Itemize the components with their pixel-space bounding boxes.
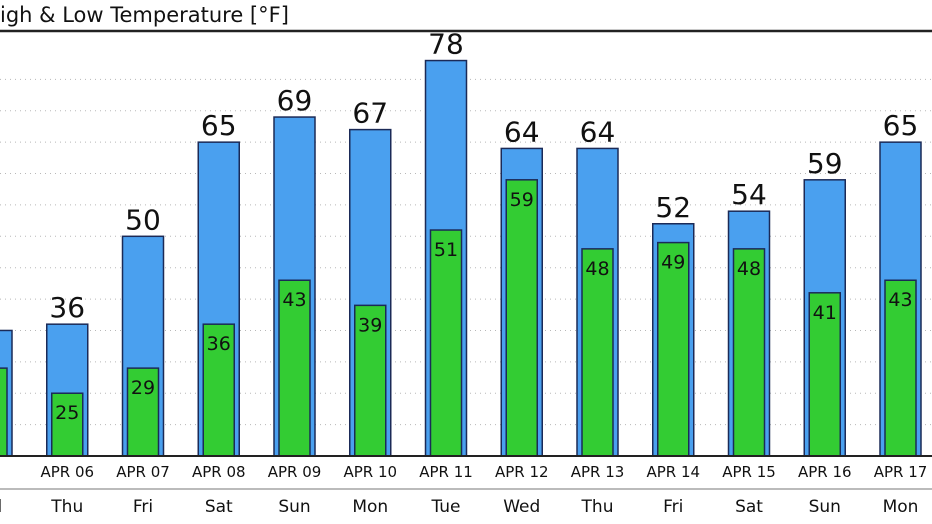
labels: 59 05 ed 36 25 APR 06 Thu 50 29 APR 07 Fri 65 36 APR …: [0, 28, 927, 517]
date-tick-label: 05: [0, 463, 1, 481]
low-value-label: 39: [358, 314, 382, 336]
low-bar: [429, 229, 463, 457]
low-bar: [0, 367, 8, 457]
low-value-label: 43: [282, 289, 306, 311]
weekday-tick-label: Thu: [581, 497, 614, 517]
weekday-tick-label: Mon: [883, 497, 919, 517]
high-value-label: 64: [580, 115, 616, 148]
date-tick-label: APR 14: [646, 463, 700, 481]
low-bar: [657, 241, 690, 457]
date-tick-label: APR 11: [419, 463, 473, 481]
weekday-tick-label: Wed: [503, 497, 540, 517]
weekday-tick-label: Mon: [352, 497, 388, 517]
weekday-tick-label: Sun: [278, 497, 310, 517]
high-value-label: 65: [201, 109, 237, 142]
low-value-label: 29: [131, 377, 155, 399]
date-tick-label: APR 10: [343, 463, 397, 481]
chart-title: igh & Low Temperature [°F]: [0, 3, 289, 27]
low-value-label: 41: [813, 302, 837, 324]
high-value-label: 52: [655, 191, 691, 224]
low-bar: [581, 248, 614, 457]
weekday-tick-label: Fri: [133, 497, 153, 517]
low-bar: [278, 279, 311, 457]
low-value-label: 25: [55, 402, 79, 424]
weekday-tick-label: Sun: [809, 497, 841, 517]
weekday-tick-label: Sat: [205, 497, 233, 517]
low-bar: [505, 179, 538, 457]
date-tick-label: APR 17: [874, 463, 928, 481]
low-value-label: 49: [661, 252, 685, 274]
date-tick-label: APR 07: [116, 463, 170, 481]
low-bar: [732, 248, 766, 457]
low-value-label: 48: [737, 258, 761, 280]
low-value-label: 48: [585, 258, 609, 280]
high-value-label: 64: [504, 115, 540, 148]
high-value-label: 59: [807, 147, 843, 180]
high-value-label: 50: [125, 203, 161, 236]
high-value-label: 36: [49, 291, 85, 324]
low-value-label: 43: [888, 289, 912, 311]
date-tick-label: APR 13: [571, 463, 625, 481]
low-value-label: 59: [510, 189, 534, 211]
high-value-label: 65: [883, 109, 919, 142]
date-tick-label: APR 15: [722, 463, 776, 481]
weekday-tick-label: Fri: [663, 497, 683, 517]
weekday-tick-label: Sat: [735, 497, 763, 517]
low-bar: [808, 292, 841, 457]
bars: [0, 59, 922, 457]
date-tick-label: APR 08: [192, 463, 246, 481]
weekday-tick-label: Thu: [50, 497, 83, 517]
low-value-label: 51: [434, 239, 458, 261]
low-bar: [202, 323, 235, 457]
date-tick-label: APR 06: [40, 463, 94, 481]
date-tick-label: APR 16: [798, 463, 852, 481]
high-value-label: 54: [731, 178, 767, 211]
low-bar: [884, 279, 917, 457]
high-value-label: 78: [428, 28, 464, 61]
date-tick-label: APR 09: [268, 463, 322, 481]
date-tick-label: APR 12: [495, 463, 549, 481]
weekday-tick-label: ed: [0, 497, 2, 517]
high-value-label: 69: [277, 84, 313, 117]
low-bar: [354, 304, 387, 457]
high-value-label: 67: [352, 97, 388, 130]
weekday-tick-label: Tue: [430, 497, 460, 517]
low-value-label: 36: [207, 333, 231, 355]
